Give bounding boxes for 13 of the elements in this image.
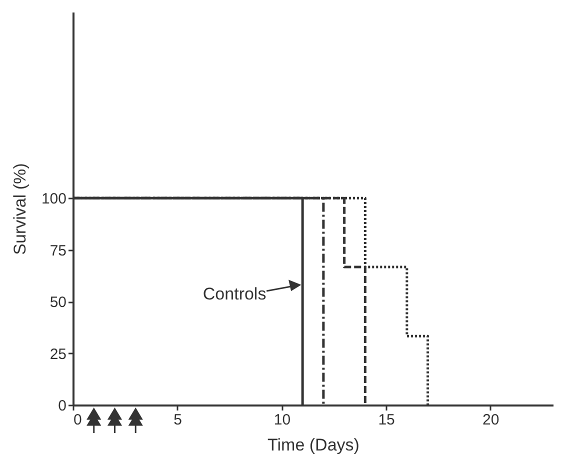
y-tick-label: 0 xyxy=(58,398,66,414)
y-tick-label: 100 xyxy=(41,190,66,208)
x-tick-label: 20 xyxy=(482,412,500,428)
y-tick-label: 50 xyxy=(50,294,66,312)
y-tick-label: 25 xyxy=(50,346,66,363)
x-tick-label: 15 xyxy=(378,412,395,428)
y-axis-title: Survival (%) xyxy=(10,163,30,255)
x-axis-title: Time (Days) xyxy=(268,436,360,454)
legend-label: Controls xyxy=(202,284,266,304)
y-tick-label: 75 xyxy=(50,242,66,260)
x-tick-label: 10 xyxy=(274,412,291,428)
x-tick-label: 5 xyxy=(174,412,182,428)
x-tick-label: 0 xyxy=(74,412,82,428)
